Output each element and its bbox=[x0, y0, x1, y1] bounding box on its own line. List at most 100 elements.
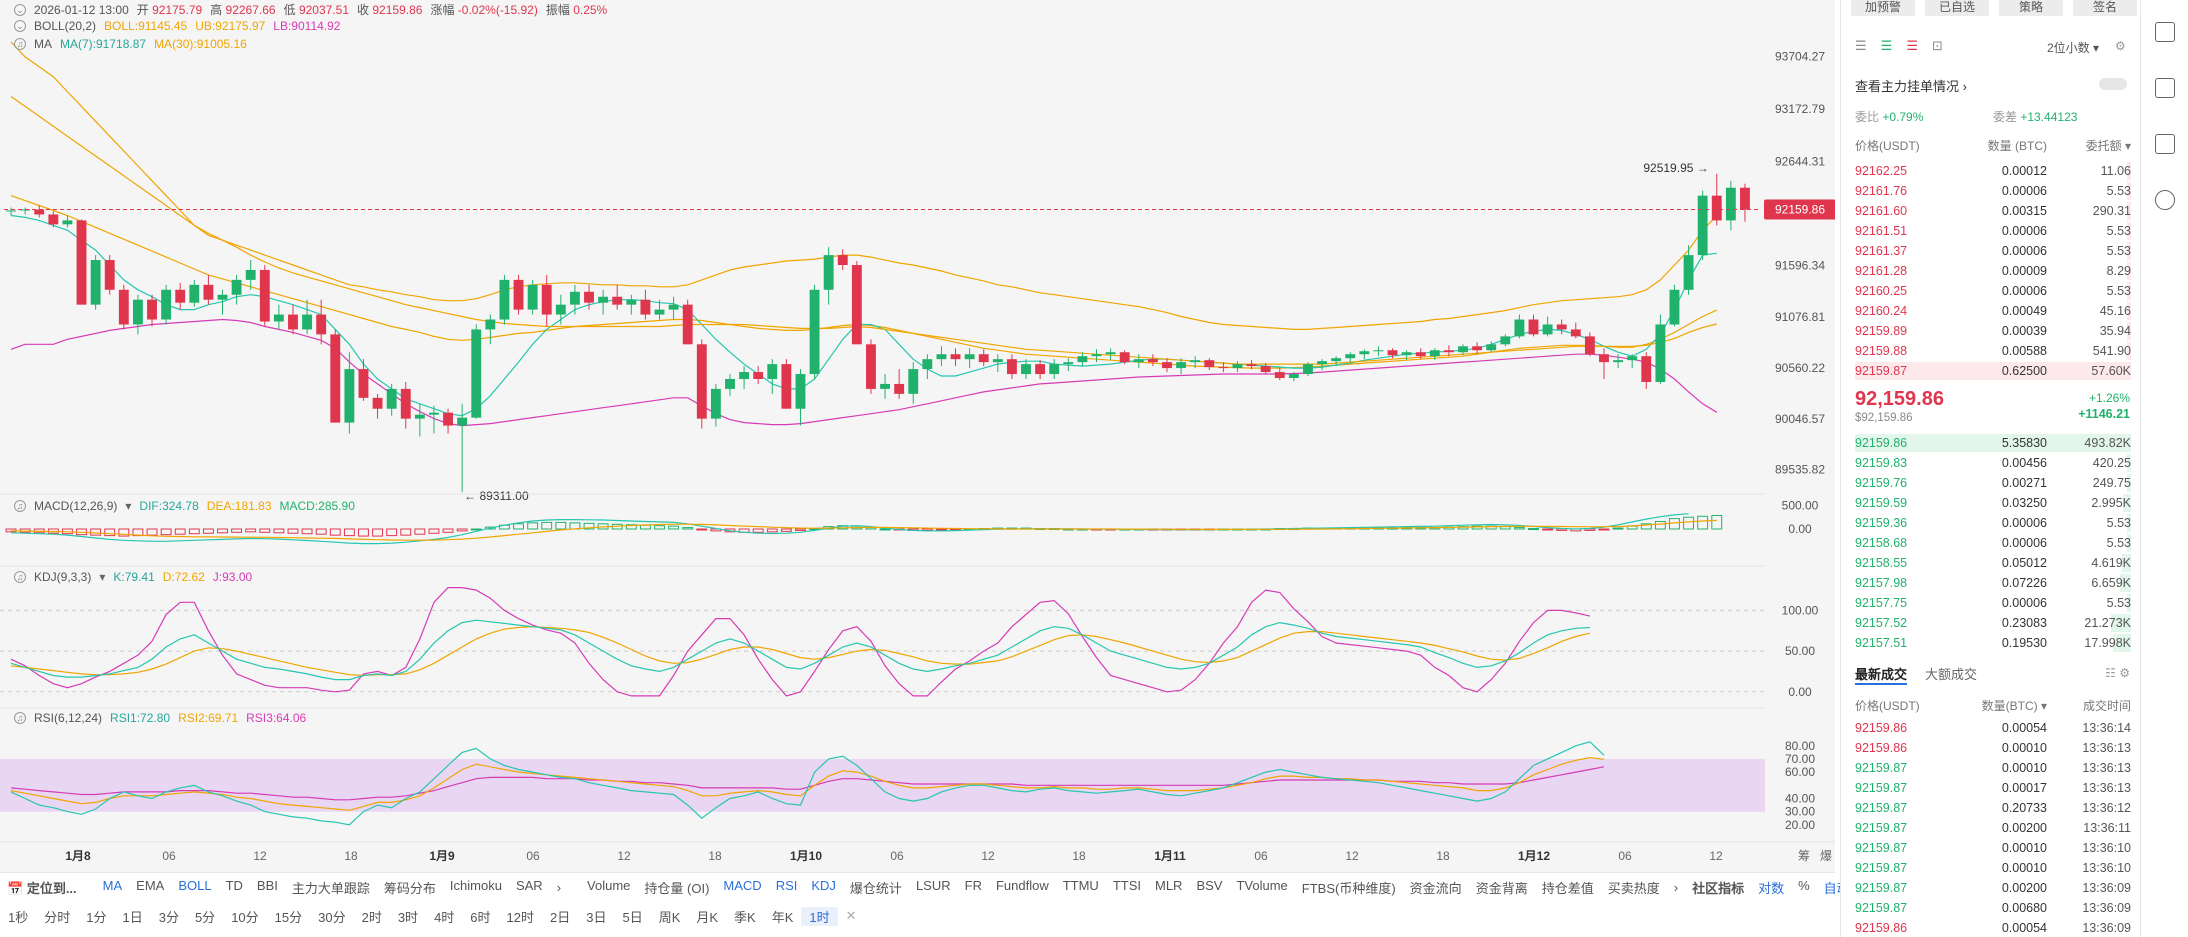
bid-row[interactable]: 92158.68 0.00006 5.53 bbox=[1855, 533, 2131, 553]
top-button[interactable]: 已自选 bbox=[1925, 0, 1989, 16]
bell-icon[interactable]: ♫ bbox=[14, 38, 26, 50]
bid-row[interactable]: 92158.55 0.05012 4.619K bbox=[1855, 553, 2131, 573]
top-button[interactable]: 加预警 bbox=[1851, 0, 1915, 16]
bids-only-icon[interactable]: ☰ bbox=[1880, 38, 1893, 53]
ask-row[interactable]: 92161.60 0.00315 290.31 bbox=[1855, 201, 2131, 221]
dropdown-icon[interactable]: ▾ bbox=[125, 499, 132, 513]
community-indicator-button[interactable]: 社区指标 bbox=[1685, 878, 1751, 897]
timeframe-10分[interactable]: 10分 bbox=[231, 909, 259, 925]
trade-tab[interactable]: 大额成交 bbox=[1925, 667, 1978, 682]
chart-canvas[interactable]: 93704.27 93172.79 92644.31 91596.34 91076.81… bbox=[0, 0, 1835, 872]
sub-indicator-item[interactable]: 资金背离 bbox=[1475, 881, 1528, 896]
bid-row[interactable]: 92159.76 0.00271 249.75 bbox=[1855, 473, 2131, 493]
ask-row[interactable]: 92159.87 0.62500 57.60K bbox=[1855, 361, 2131, 381]
sub-indicator-item[interactable]: 资金流向 bbox=[1409, 881, 1462, 896]
chart-area[interactable]: 93704.27 93172.79 92644.31 91596.34 91076.81… bbox=[0, 0, 1835, 872]
grid-icon[interactable]: ⊡ bbox=[1931, 38, 1943, 53]
precision-select[interactable]: 2位小数 ▾ bbox=[2047, 41, 2100, 55]
ask-row[interactable]: 92160.24 0.00049 45.16 bbox=[1855, 301, 2131, 321]
sub-indicator-item[interactable]: 持仓差值 bbox=[1541, 881, 1594, 896]
timeframe-分时[interactable]: 分时 bbox=[44, 909, 71, 925]
close-icon[interactable]: ✕ bbox=[845, 908, 857, 923]
boll-name[interactable]: BOLL(20,2) bbox=[34, 19, 97, 33]
asks-only-icon[interactable]: ☰ bbox=[1906, 38, 1918, 53]
sub-indicator-item[interactable]: MLR bbox=[1155, 878, 1183, 893]
main-order-toggle[interactable] bbox=[2099, 78, 2127, 90]
ask-row[interactable]: 92159.89 0.00039 35.94 bbox=[1855, 321, 2131, 341]
settings-icon[interactable]: ⚙ bbox=[2115, 39, 2126, 53]
collapse-icon[interactable]: ⌄ bbox=[14, 20, 26, 32]
ma-name[interactable]: MA bbox=[34, 37, 52, 51]
total-header[interactable]: 委托额 ▾ bbox=[2085, 139, 2131, 153]
bid-row[interactable]: 92159.83 0.00456 420.25 bbox=[1855, 453, 2131, 473]
chevron-right-icon[interactable]: › bbox=[556, 880, 562, 895]
sub-indicator-item[interactable]: FTBS(币种维度) bbox=[1301, 881, 1396, 896]
timeframe-1日[interactable]: 1日 bbox=[122, 909, 143, 925]
bid-row[interactable]: 92159.59 0.03250 2.995K bbox=[1855, 493, 2131, 513]
indicator-sar[interactable]: SAR bbox=[515, 878, 543, 893]
axis-option[interactable]: % bbox=[1798, 878, 1810, 893]
top-button[interactable]: 策略 bbox=[1999, 0, 2063, 16]
timeframe-3分[interactable]: 3分 bbox=[158, 909, 179, 925]
timeframe-月K[interactable]: 月K bbox=[696, 909, 719, 925]
timeframe-1秒[interactable]: 1秒 bbox=[8, 909, 29, 925]
ask-row[interactable]: 92161.76 0.00006 5.53 bbox=[1855, 181, 2131, 201]
sub-indicator-item[interactable]: TTSI bbox=[1112, 878, 1141, 893]
locate-button[interactable]: 📅 定位到... bbox=[7, 881, 77, 896]
bid-row[interactable]: 92159.86 5.35830 493.82K bbox=[1855, 433, 2131, 453]
bid-row[interactable]: 92157.52 0.23083 21.273K bbox=[1855, 613, 2131, 633]
indicator-筹码分布[interactable]: 筹码分布 bbox=[383, 881, 436, 896]
sub-indicator-item[interactable]: 爆仓统计 bbox=[849, 881, 902, 896]
timeframe-年K[interactable]: 年K bbox=[771, 909, 794, 925]
indicator-bbi[interactable]: BBI bbox=[256, 878, 278, 893]
rsi-name[interactable]: RSI(6,12,24) bbox=[34, 711, 103, 725]
chevron-right-icon[interactable]: › bbox=[1673, 880, 1679, 895]
timeframe-3日[interactable]: 3日 bbox=[586, 909, 607, 925]
timeframe-15分[interactable]: 15分 bbox=[274, 909, 303, 925]
timeframe-5日[interactable]: 5日 bbox=[622, 909, 643, 925]
collapse-icon[interactable]: ⌄ bbox=[14, 3, 26, 16]
timeframe-1时[interactable]: 1时 bbox=[801, 906, 838, 926]
sub-indicator-item[interactable]: BSV bbox=[1196, 878, 1223, 893]
sub-indicator-item[interactable]: LSUR bbox=[915, 878, 951, 893]
kdj-name[interactable]: KDJ(9,3,3) bbox=[34, 570, 92, 584]
indicator-td[interactable]: TD bbox=[225, 878, 243, 893]
sub-indicator-item[interactable]: Volume bbox=[587, 878, 631, 893]
ask-row[interactable]: 92160.25 0.00006 5.53 bbox=[1855, 281, 2131, 301]
ask-row[interactable]: 92159.88 0.00588 541.90 bbox=[1855, 341, 2131, 361]
axis-option[interactable]: 对数 bbox=[1758, 881, 1785, 896]
ask-row[interactable]: 92161.28 0.00009 8.29 bbox=[1855, 261, 2131, 281]
macd-name[interactable]: MACD(12,26,9) bbox=[34, 499, 118, 513]
timeframe-3时[interactable]: 3时 bbox=[397, 909, 419, 925]
sub-indicator-item[interactable]: TVolume bbox=[1236, 878, 1288, 893]
timeframe-2时[interactable]: 2时 bbox=[361, 909, 382, 925]
trade-tab[interactable]: 最新成交 bbox=[1855, 664, 1908, 685]
timeframe-周K[interactable]: 周K bbox=[658, 909, 681, 925]
indicator-主力大单跟踪[interactable]: 主力大单跟踪 bbox=[291, 881, 370, 896]
sub-indicator-item[interactable]: MACD bbox=[723, 878, 762, 893]
timeframe-12时[interactable]: 12时 bbox=[506, 909, 534, 925]
both-sides-icon[interactable]: ☰ bbox=[1855, 38, 1867, 53]
main-order-link[interactable]: 查看主力挂单情况 › bbox=[1855, 79, 1967, 94]
sub-indicator-item[interactable]: TTMU bbox=[1062, 878, 1099, 893]
bid-row[interactable]: 92157.98 0.07226 6.659K bbox=[1855, 573, 2131, 593]
indicator-ichimoku[interactable]: Ichimoku bbox=[449, 878, 502, 893]
timeframe-5分[interactable]: 5分 bbox=[194, 909, 216, 925]
sub-indicator-item[interactable]: Fundflow bbox=[995, 878, 1049, 893]
timeframe-6时[interactable]: 6时 bbox=[470, 909, 491, 925]
indicator-ema[interactable]: EMA bbox=[136, 878, 165, 893]
dropdown-icon[interactable]: ▾ bbox=[99, 570, 106, 584]
chart-line-icon[interactable] bbox=[2155, 78, 2175, 98]
bell-icon[interactable]: ♫ bbox=[14, 712, 26, 724]
sub-indicator-item[interactable]: KDJ bbox=[811, 878, 836, 893]
sub-indicator-item[interactable]: 买卖热度 bbox=[1607, 881, 1660, 896]
ask-row[interactable]: 92162.25 0.00012 11.06 bbox=[1855, 161, 2131, 181]
sub-indicator-item[interactable]: 持仓量 (OI) bbox=[644, 881, 710, 896]
bar-chart-icon[interactable] bbox=[2155, 134, 2175, 154]
link-icon[interactable] bbox=[2155, 190, 2175, 210]
indicator-boll[interactable]: BOLL bbox=[178, 878, 212, 893]
timeframe-2日[interactable]: 2日 bbox=[550, 909, 571, 925]
bid-row[interactable]: 92157.51 0.19530 17.998K bbox=[1855, 633, 2131, 653]
list-settings-icon[interactable]: ☷ ⚙ bbox=[2105, 666, 2130, 680]
timeframe-1分[interactable]: 1分 bbox=[86, 909, 107, 925]
